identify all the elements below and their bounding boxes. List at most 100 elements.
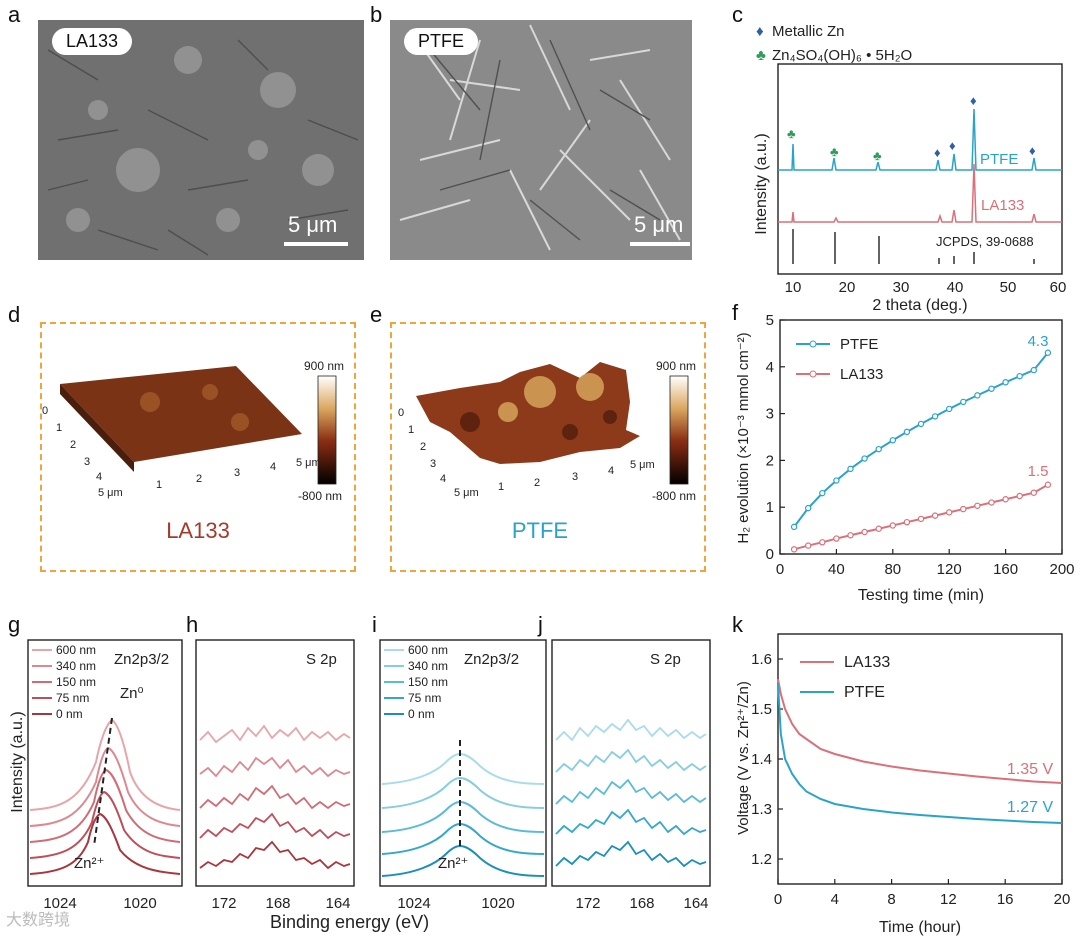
y-tick-label: 2 bbox=[766, 452, 774, 469]
afm-tick: 2 bbox=[420, 441, 426, 453]
panel-letter-f: f bbox=[732, 300, 739, 325]
xps-zn-la133: 600 nm 340 nm 150 nm 75 nm 0 nm Zn2p3/2 … bbox=[9, 639, 183, 912]
x-tick-label: 0 bbox=[776, 561, 784, 578]
xps-i-frame bbox=[379, 639, 547, 887]
series-line-ptfe bbox=[793, 352, 1049, 528]
xps-g-legend: 600 nm 340 nm 150 nm 75 nm 0 nm bbox=[32, 643, 96, 721]
sem-texture-ptfe bbox=[390, 20, 692, 260]
voltage-chart: 0 4 8 12 16 20 1.2 1.3 1.4 1.5 1.6 LA133 PTFE 1.35… bbox=[735, 633, 1071, 936]
afm-axis-ticks-la133: 0 1 2 3 4 5 μm 1 2 3 4 5 μm bbox=[42, 405, 321, 499]
xps-h-curves bbox=[199, 724, 351, 870]
scale-label-b: 5 μm bbox=[634, 212, 684, 237]
data-point-ptfe bbox=[945, 405, 953, 413]
data-point-ptfe bbox=[889, 437, 896, 444]
zso-marker: ♣ bbox=[873, 148, 882, 163]
data-point-ptfe bbox=[1002, 379, 1009, 386]
xps-i-depth: 0 nm bbox=[408, 707, 435, 721]
x-tick-label: 80 bbox=[884, 561, 901, 578]
xrd-xtick: 20 bbox=[839, 279, 856, 296]
xrd-xtick: 30 bbox=[893, 279, 910, 296]
xrd-reference-sticks bbox=[792, 229, 1035, 264]
xps-g-xtick: 1024 bbox=[43, 895, 76, 912]
data-point-la133 bbox=[1002, 496, 1009, 503]
afm-tick: 4 bbox=[608, 465, 614, 477]
data-point-ptfe bbox=[1044, 349, 1052, 356]
zn-marker: ♦ bbox=[949, 138, 956, 153]
sem-tag-ptfe: PTFE bbox=[404, 28, 479, 55]
xps-g-peak-shift bbox=[93, 717, 113, 847]
y-tick-label: 4 bbox=[766, 359, 774, 376]
x-tick-label: 20 bbox=[1054, 891, 1071, 908]
afm-la133: 0 1 2 3 4 5 μm 1 2 3 4 5 μm 900 nm -800 … bbox=[42, 359, 344, 543]
xps-i-xtick: 1020 bbox=[481, 895, 514, 912]
data-point-la133 bbox=[861, 528, 868, 536]
xrd-xtick: 50 bbox=[1000, 279, 1017, 296]
data-point-ptfe bbox=[903, 428, 911, 436]
data-point-la133 bbox=[931, 512, 939, 519]
colorbar-top-la133: 900 nm bbox=[304, 359, 344, 373]
panel-letter-k: k bbox=[732, 612, 743, 637]
chart-k-xlabel: Time (hour) bbox=[879, 919, 961, 936]
xps-zn-ptfe: 600 nm 340 nm 150 nm 75 nm 0 nm Zn2p3/2 … bbox=[379, 639, 547, 912]
data-point-la133 bbox=[875, 525, 882, 532]
afm-tick: 1 bbox=[498, 481, 504, 493]
sem-tag-la133: LA133 bbox=[52, 28, 133, 55]
xps-g-depth: 600 nm bbox=[56, 643, 96, 657]
y-tick-label: 1.3 bbox=[751, 801, 772, 818]
y-tick-label: 1.5 bbox=[751, 701, 772, 718]
y-tick-label: 3 bbox=[766, 406, 774, 423]
chart-f-frame bbox=[779, 319, 1063, 555]
afm-tick: 4 bbox=[270, 461, 276, 473]
data-point-la133 bbox=[889, 522, 896, 529]
data-point-la133 bbox=[917, 515, 925, 523]
xps-i-depth: 340 nm bbox=[408, 659, 448, 673]
xrd-xtick: 60 bbox=[1050, 279, 1067, 296]
xps-g-xtick: 1020 bbox=[123, 895, 156, 912]
xps-h-xtick: 164 bbox=[325, 895, 350, 912]
panel-letter-j: j bbox=[538, 612, 543, 637]
colorbar-top-ptfe: 900 nm bbox=[656, 359, 696, 373]
data-point-la133 bbox=[1030, 489, 1037, 496]
xps-i-depth: 150 nm bbox=[408, 675, 448, 689]
data-point-ptfe bbox=[790, 523, 798, 531]
xps-h-frame bbox=[195, 639, 355, 887]
xps-i-legend: 600 nm 340 nm 150 nm 75 nm 0 nm bbox=[384, 643, 448, 721]
xps-j-xtick: 168 bbox=[629, 895, 654, 912]
legend-label-la133: LA133 bbox=[840, 366, 883, 383]
xps-i-title: Zn2p3/2 bbox=[464, 651, 519, 668]
xps-h-xtick: 172 bbox=[211, 895, 236, 912]
xps-i-depth: 600 nm bbox=[408, 643, 448, 657]
afm-tick: 0 bbox=[398, 407, 404, 419]
data-point-la133 bbox=[833, 535, 840, 542]
afm-tick: 2 bbox=[196, 473, 202, 485]
xps-g-peak-bottom: Zn²⁺ bbox=[74, 855, 104, 872]
zn-marker: ♦ bbox=[970, 93, 977, 108]
xps-g-title: Zn2p3/2 bbox=[114, 651, 169, 668]
afm-box-la133 bbox=[40, 322, 356, 572]
zso-marker: ♣ bbox=[830, 144, 839, 159]
legend-label-la133-k: LA133 bbox=[844, 654, 890, 671]
data-point-la133 bbox=[847, 532, 854, 539]
x-tick-label: 160 bbox=[993, 561, 1018, 578]
panel-letter-a: a bbox=[8, 2, 21, 27]
data-point-la133 bbox=[945, 509, 953, 516]
y-tick-label: 1.2 bbox=[751, 851, 772, 868]
data-point-la133 bbox=[819, 539, 826, 546]
legend-marker-la133 bbox=[809, 370, 817, 378]
xrd-legend-label-zso: Zn₄SO₄(OH)₆ • 5H₂O bbox=[772, 47, 912, 64]
data-point-ptfe bbox=[988, 385, 995, 392]
xrd-trace-ptfe bbox=[778, 108, 1062, 171]
xps-h-title: S 2p bbox=[306, 651, 337, 668]
x-tick-label: 16 bbox=[997, 891, 1014, 908]
colorbar-la133 bbox=[317, 375, 337, 485]
afm-tick: 5 μm bbox=[296, 457, 321, 469]
xps-i-peak-bottom: Zn²⁺ bbox=[438, 855, 468, 872]
data-point-la133 bbox=[960, 505, 967, 513]
panel-letter-i: i bbox=[372, 612, 377, 637]
sem-image-ptfe: PTFE 5 μm bbox=[390, 20, 692, 260]
afm-box-ptfe bbox=[390, 322, 706, 572]
legend-label-ptfe-k: PTFE bbox=[844, 684, 885, 701]
end-label-ptfe-k: 1.27 V bbox=[1007, 799, 1054, 816]
x-tick-label: 40 bbox=[828, 561, 845, 578]
shared-xlabel: Binding energy (eV) bbox=[270, 912, 430, 932]
